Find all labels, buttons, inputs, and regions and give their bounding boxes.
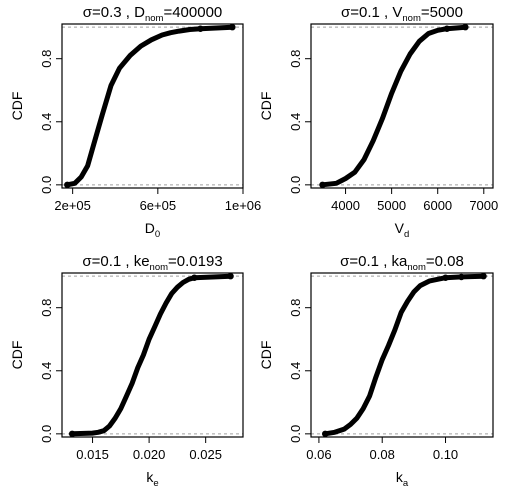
title-prefix: σ=0.1 , ke	[82, 253, 149, 270]
data-point	[442, 274, 449, 281]
panel-title: σ=0.1 , kanom=0.08	[340, 253, 464, 273]
title-suffix: =400000	[163, 4, 222, 21]
y-axis-label: CDF	[258, 341, 274, 370]
y-tick-label: 0.4	[39, 113, 54, 131]
data-point	[458, 273, 465, 281]
plot-frame	[310, 23, 494, 189]
cdf-panel-1: σ=0.3 , Dnom=400000 2e+05 6e+05 1e+06 0.0 0.4…	[9, 4, 261, 240]
data-point	[197, 25, 204, 32]
title-suffix: =0.0193	[168, 253, 223, 270]
y-tick-label: 0.4	[288, 362, 303, 380]
x-tick-label: 0.025	[189, 447, 222, 462]
x-tick-label: 5000	[377, 198, 406, 213]
y-tick-label: 0.0	[39, 176, 54, 194]
x-tick-label: 4000	[331, 198, 360, 213]
title-subscript: nom	[150, 262, 169, 273]
x-tick-label: 0.08	[370, 447, 395, 462]
y-tick-label: 0.4	[39, 362, 54, 380]
plot-frame	[61, 23, 244, 189]
y-tick-label: 0.0	[288, 176, 303, 194]
x-axis-label: Vd	[395, 220, 410, 240]
cdf-curve	[69, 273, 234, 437]
x-tick-label: 0.10	[433, 447, 458, 462]
cdf-panel-4: σ=0.1 , kanom=0.08 0.06 0.08 0.10 0.0 0.4 0.8 k…	[258, 253, 494, 487]
cdf-curve	[64, 24, 235, 188]
y-tick-label: 0.0	[39, 425, 54, 443]
cdf-curve	[320, 24, 468, 188]
cdf-curve	[322, 273, 486, 437]
cdf-panel-2: σ=0.1 , Vnom=5000 4000 5000 6000 7000 0.0 0.4 0…	[258, 4, 498, 240]
x-axis-label: D0	[145, 220, 160, 240]
x-axis-label: ke	[146, 469, 158, 487]
title-subscript: nom	[407, 262, 426, 273]
x-axis-label-main: D	[145, 220, 155, 236]
x-axis-label-main: k	[146, 469, 154, 485]
x-tick-label: 0.015	[76, 447, 109, 462]
data-point	[191, 274, 198, 281]
x-tick-label: 0.020	[133, 447, 166, 462]
y-tick-label: 0.8	[39, 50, 54, 68]
panel-title: σ=0.1 , kenom=0.0193	[82, 253, 222, 273]
plot-frame	[310, 272, 494, 438]
title-prefix: σ=0.1 , V	[341, 4, 402, 21]
title-suffix: =0.08	[426, 253, 464, 270]
x-axis-label-subscript: 0	[155, 229, 160, 240]
x-tick-label: 0.06	[306, 447, 331, 462]
x-axis-label-subscript: a	[403, 478, 409, 487]
x-tick-label: 2e+05	[54, 198, 91, 213]
y-tick-label: 0.8	[288, 299, 303, 317]
x-axis-label-main: k	[396, 469, 404, 485]
y-axis-label: CDF	[9, 341, 25, 370]
y-tick-label: 0.8	[39, 299, 54, 317]
title-subscript: nom	[145, 13, 164, 24]
title-prefix: σ=0.3 , D	[83, 4, 145, 21]
y-tick-label: 0.0	[288, 425, 303, 443]
panel-title: σ=0.1 , Vnom=5000	[341, 4, 463, 24]
panel-title: σ=0.3 , Dnom=400000	[83, 4, 223, 24]
x-tick-label: 1e+06	[225, 198, 262, 213]
x-tick-label: 6e+05	[140, 198, 177, 213]
y-axis-label: CDF	[258, 92, 274, 121]
y-tick-label: 0.4	[288, 113, 303, 131]
data-point	[443, 25, 451, 32]
title-subscript: nom	[402, 13, 421, 24]
title-prefix: σ=0.1 , ka	[340, 253, 408, 270]
plot-frame	[61, 272, 244, 438]
x-axis-label: ka	[396, 469, 409, 487]
x-tick-label: 7000	[469, 198, 498, 213]
x-axis-label-main: V	[395, 220, 405, 236]
x-tick-label: 6000	[423, 198, 452, 213]
y-tick-label: 0.8	[288, 50, 303, 68]
title-suffix: =5000	[421, 4, 463, 21]
cdf-panel-3: σ=0.1 , kenom=0.0193 0.015 0.020 0.025 0.0 0.…	[9, 253, 244, 487]
x-axis-label-subscript: d	[404, 229, 409, 240]
x-axis-label-subscript: e	[153, 478, 158, 487]
y-axis-label: CDF	[9, 92, 25, 121]
